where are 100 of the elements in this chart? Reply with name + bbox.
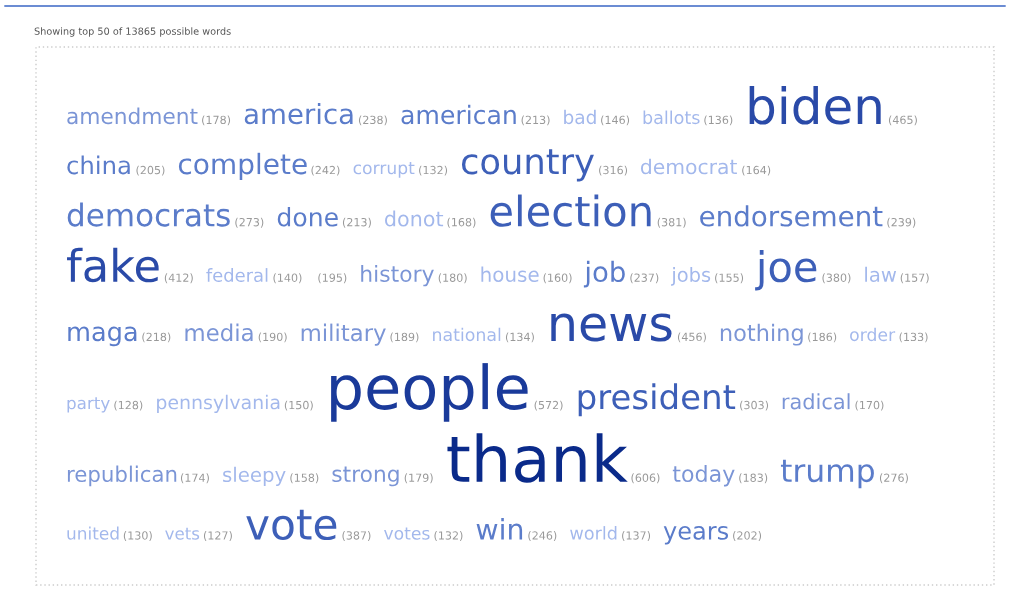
data-label: (133) (899, 332, 928, 343)
data-label: (303) (740, 400, 769, 411)
category-label: republican (67, 465, 177, 487)
data-label: (158) (290, 473, 319, 484)
category-label: china (67, 155, 130, 175)
data-label: (189) (390, 332, 419, 343)
data-label: (136) (704, 115, 733, 126)
category-label: radical (782, 393, 850, 410)
category-label: years (663, 526, 729, 545)
data-label: (150) (284, 400, 313, 411)
data-label: (387) (342, 531, 371, 541)
category-label: thank (447, 433, 628, 483)
category-label: trump (780, 459, 874, 489)
data-label: (205) (136, 165, 165, 176)
data-label: (178) (202, 115, 231, 126)
category-label: ballots (643, 110, 700, 125)
category-label: fake (67, 247, 159, 283)
category-label: national (433, 327, 501, 342)
data-label: (381) (657, 217, 686, 228)
category-label: win (476, 517, 523, 540)
category-label: country (461, 149, 594, 182)
data-label: (316) (599, 165, 628, 176)
category-label: democrats (67, 202, 230, 227)
data-label: (132) (434, 531, 463, 541)
category-label: order (850, 327, 896, 342)
category-label: bad (564, 109, 596, 125)
category-label: donot (385, 210, 444, 227)
data-label: (160) (543, 273, 572, 284)
category-label: united (67, 526, 119, 540)
data-label: (465) (888, 115, 917, 126)
category-label: job (583, 260, 625, 288)
data-label: (238) (358, 115, 387, 126)
data-label: (130) (123, 531, 152, 541)
data-label: (190) (258, 332, 287, 343)
data-label: (170) (855, 400, 884, 411)
data-label: (134) (505, 332, 534, 343)
data-label: (456) (677, 332, 706, 343)
category-label: votes (384, 527, 430, 540)
category-label: jobs (671, 266, 711, 286)
data-label: (164) (742, 165, 771, 176)
data-label: (412) (164, 273, 193, 284)
category-label: federal (206, 268, 268, 282)
data-label: (180) (438, 273, 467, 284)
category-label: pennsylvania (157, 394, 280, 414)
category-label: strong (332, 466, 399, 487)
category-label: military (301, 323, 386, 346)
data-label: (572) (534, 400, 563, 411)
data-label: (157) (900, 273, 929, 284)
data-label: (276) (879, 473, 908, 484)
data-label: (179) (404, 473, 433, 484)
data-label: (213) (342, 217, 371, 228)
category-label: done (277, 207, 338, 227)
category-label: today (672, 464, 735, 487)
category-label: america (244, 102, 353, 125)
category-label: president (578, 383, 736, 417)
data-label: (168) (447, 217, 476, 228)
data-label: (380) (822, 273, 851, 284)
data-label: (137) (622, 531, 651, 541)
category-label: world (570, 526, 617, 540)
category-label: people (331, 363, 528, 422)
category-label: democrat (641, 158, 737, 175)
category-label: law (865, 266, 897, 283)
data-label: (140) (273, 273, 302, 284)
category-label: corrupt (353, 162, 415, 178)
data-label: (128) (114, 400, 143, 411)
data-label: (273) (235, 217, 264, 228)
data-label: (174) (180, 473, 209, 484)
data-label: (155) (715, 273, 744, 284)
data-label: (239) (887, 217, 916, 228)
category-label: history (361, 265, 434, 287)
category-label: amendment (67, 107, 198, 125)
category-label: election (490, 194, 651, 227)
category-label: vets (165, 527, 200, 540)
data-label: (237) (630, 273, 659, 284)
data-label: (202) (733, 531, 762, 541)
category-label: complete (178, 152, 307, 180)
data-label: (246) (528, 531, 557, 541)
text: Showing top 50 of 13865 possible words (34, 27, 231, 37)
category-label: joe (755, 250, 817, 291)
category-label: news (551, 313, 672, 342)
category-label: nothing (720, 323, 803, 346)
category-label: maga (68, 326, 137, 347)
data-label: (132) (419, 165, 448, 176)
category-label: endorsement (700, 205, 883, 227)
data-label: (183) (739, 473, 768, 484)
data-label: (186) (808, 332, 837, 343)
category-label: sleepy (223, 466, 286, 486)
category-label: house (481, 266, 539, 283)
category-label: party (67, 397, 110, 413)
category-label: media (185, 323, 253, 342)
data-label: (242) (311, 165, 340, 176)
category-label: american (401, 104, 516, 125)
category-label: vote (246, 509, 337, 541)
data-label: (218) (142, 332, 171, 343)
data-label: (146) (601, 115, 630, 126)
data-label: (127) (203, 531, 232, 541)
data-label: (606) (631, 473, 660, 484)
category-label: biden (749, 85, 881, 125)
data-label: (213) (521, 115, 550, 126)
data-label: (195) (318, 273, 347, 284)
